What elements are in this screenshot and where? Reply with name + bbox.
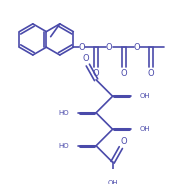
Text: O: O <box>133 43 140 52</box>
Text: HO: HO <box>59 110 69 116</box>
Text: O: O <box>120 137 127 146</box>
Text: O: O <box>120 69 127 78</box>
Text: O: O <box>93 69 100 78</box>
Text: O: O <box>106 43 112 52</box>
Text: OH: OH <box>107 180 118 184</box>
Text: OH: OH <box>139 126 150 132</box>
Text: O: O <box>78 43 85 52</box>
Text: OH: OH <box>139 93 150 99</box>
Text: O: O <box>148 69 155 78</box>
Text: O: O <box>83 54 89 63</box>
Text: HO: HO <box>59 143 69 149</box>
